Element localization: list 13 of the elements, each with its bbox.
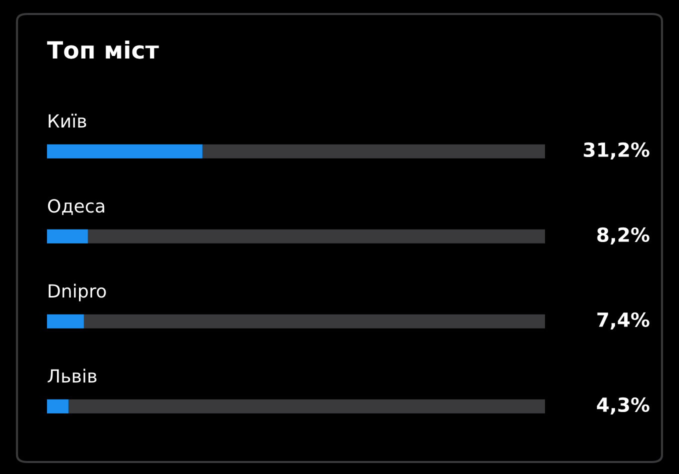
y-tick-label: Одеса xyxy=(48,199,104,215)
y-tick-label: Dnipro xyxy=(48,284,106,302)
bar xyxy=(47,144,202,158)
data-label: 4,3% xyxy=(596,397,650,415)
bar xyxy=(47,399,68,414)
y-tick-label: Київ xyxy=(48,114,86,128)
data-label: 31,2% xyxy=(584,142,650,160)
bar xyxy=(47,229,88,244)
data-label: 7,4% xyxy=(597,312,650,330)
data-label: 8,2% xyxy=(597,227,650,245)
bar xyxy=(47,314,84,328)
y-tick-label: Львів xyxy=(48,368,96,382)
chart-title: Топ міст xyxy=(47,40,159,59)
